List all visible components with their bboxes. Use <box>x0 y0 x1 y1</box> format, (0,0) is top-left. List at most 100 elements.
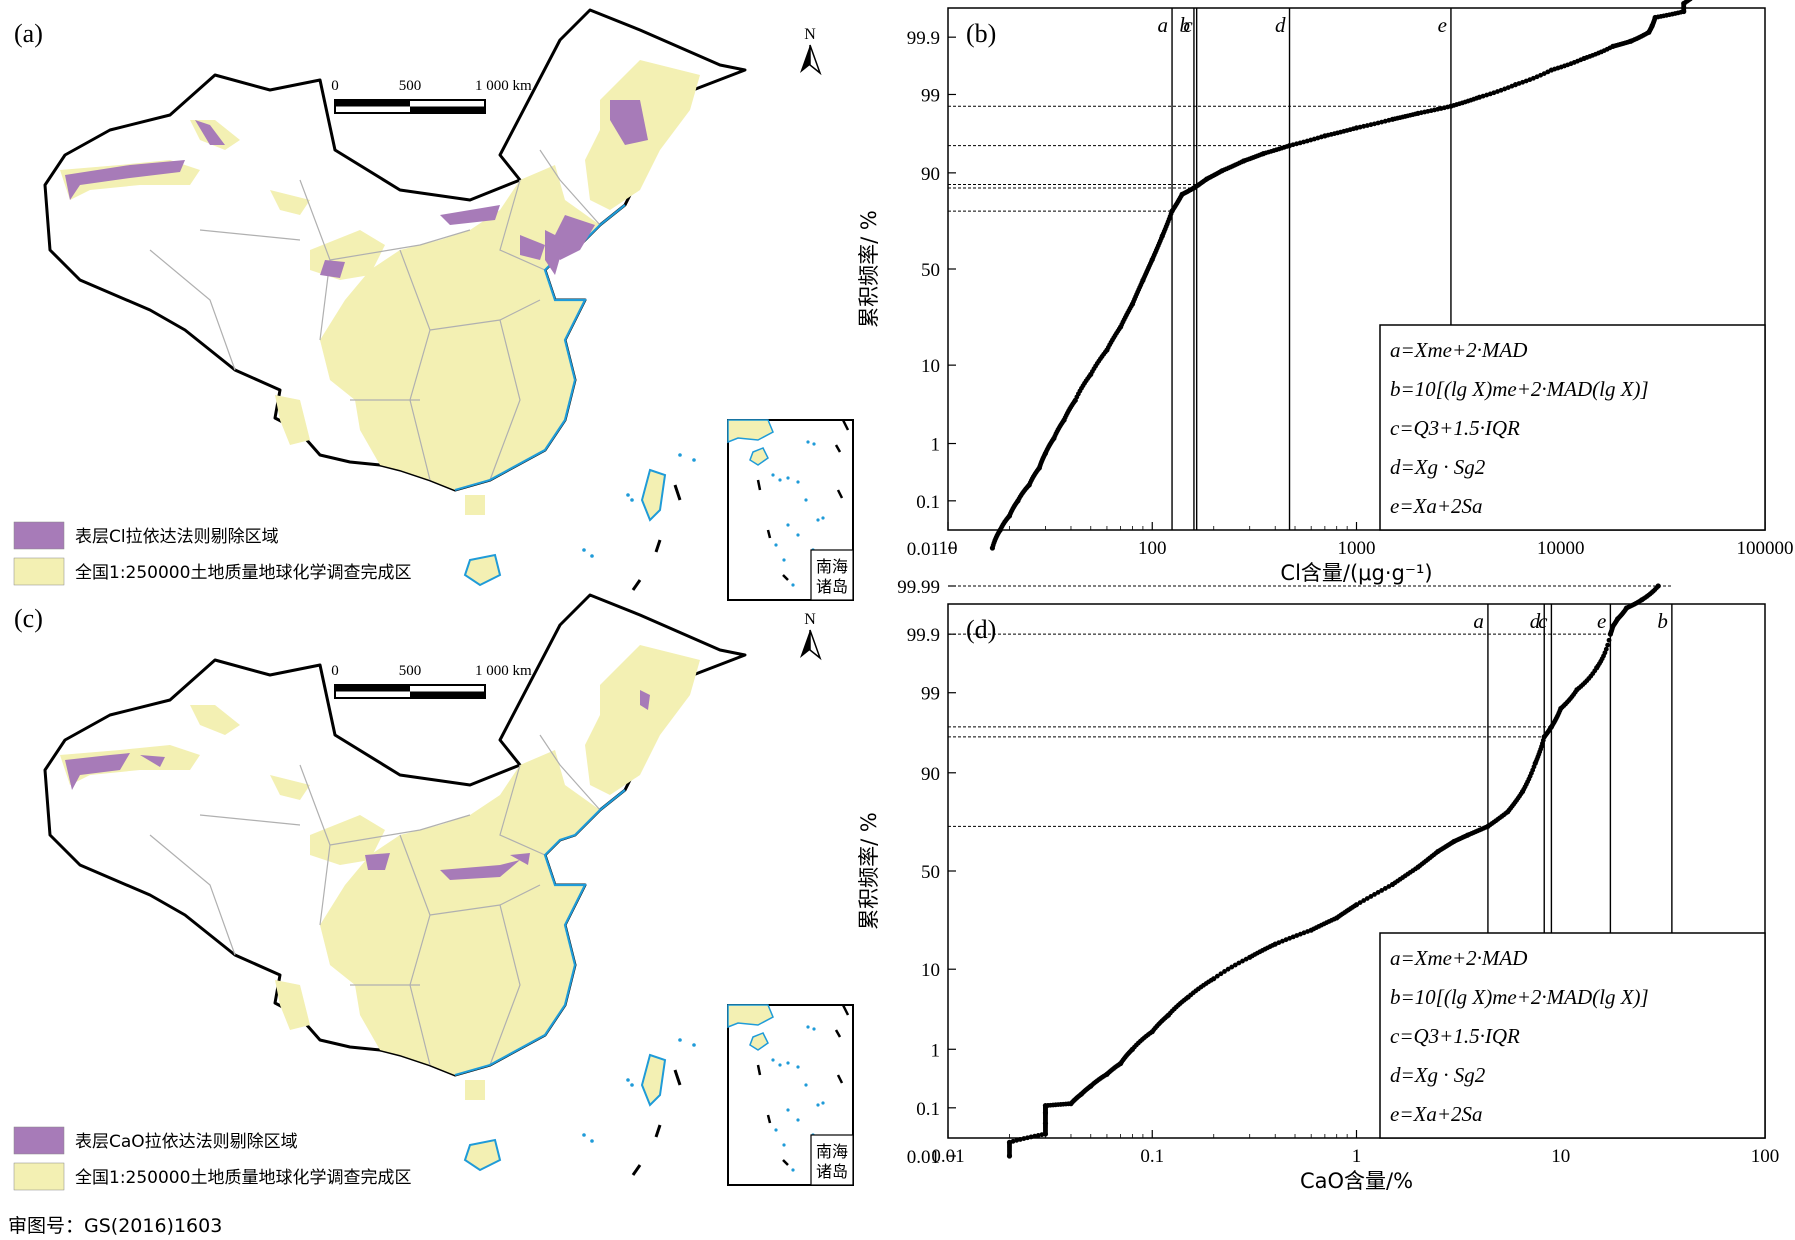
y-tick-label: 99.99 <box>897 577 940 598</box>
scale-bar: 0 500 1 000 km <box>331 78 532 114</box>
data-point <box>1372 121 1377 127</box>
data-point <box>1025 1135 1030 1141</box>
y-tick-label: 50 <box>921 260 940 281</box>
legend-a-item-0: 表层Cl拉依达法则剔除区域 <box>75 527 279 547</box>
data-point <box>1211 976 1217 982</box>
data-point <box>1541 71 1547 77</box>
data-point <box>1225 966 1231 972</box>
data-point <box>1014 1137 1020 1143</box>
y-tick-label: 10 <box>921 960 940 981</box>
x-axis-label: CaO含量/% <box>1300 1169 1413 1193</box>
formula-2: c=Q3+1.5·IQR <box>1390 1024 1520 1048</box>
scale-tick-500: 500 <box>399 663 422 679</box>
formula-3: d=Xg · Sg2 <box>1390 1063 1486 1087</box>
formula-0: a=Xme+2·MAD <box>1390 946 1527 970</box>
y-axis-label: 累积频率/ % <box>857 812 881 930</box>
x-tick-label: 100000 <box>1737 538 1794 559</box>
inset-label-line1: 南海 <box>816 557 848 576</box>
x-axis-label: Cl含量/(μg·g⁻¹) <box>1280 561 1432 585</box>
data-point <box>1655 583 1661 589</box>
formula-3: d=Xg · Sg2 <box>1390 455 1486 479</box>
data-point <box>1017 1137 1023 1142</box>
x-tick-label: 0.1 <box>1140 1146 1164 1167</box>
threshold-label-a: a <box>1473 609 1484 633</box>
y-tick-label: 99.9 <box>907 28 940 49</box>
south-china-sea-inset: 南海 诸岛 <box>726 418 855 602</box>
data-point <box>1283 937 1289 943</box>
data-point <box>1357 900 1363 906</box>
y-tick-label: 99 <box>921 85 940 106</box>
formula-1: b=10[(lg X)me+2·MAD(lg X)] <box>1390 985 1649 1009</box>
data-point <box>1364 123 1370 128</box>
y-tick-label: 1 <box>931 435 941 456</box>
data-point <box>1280 938 1285 944</box>
data-point <box>1502 86 1508 92</box>
map-panel-a: 0 500 1 000 km N (a) 南海 诸岛 表层Cl拉依达法则剔除区域… <box>13 8 855 602</box>
data-point <box>1353 902 1360 908</box>
chart-panel-b: 10 100 1000 10000 1000000.010.111050909999.9… <box>857 0 1794 585</box>
data-point <box>1523 78 1529 84</box>
data-point <box>1687 0 1693 2</box>
x-tick-label: 1 <box>1352 1146 1362 1167</box>
north-label: N <box>804 26 816 43</box>
data-point <box>1021 1136 1027 1141</box>
x-tick-label: 100 <box>1138 538 1167 559</box>
data-point <box>1379 888 1385 893</box>
data-point <box>1382 118 1388 124</box>
formula-box <box>1379 324 1766 531</box>
scale-tick-500: 500 <box>399 78 422 94</box>
y-tick-label: 0.1 <box>916 492 940 513</box>
x-tick-label: 1000 <box>1338 538 1376 559</box>
removal-regions <box>65 100 648 278</box>
map-panel-c: 0 500 1 000 km N (c) 南海 诸岛 表层CaO拉依达法则剔除区… <box>13 593 855 1191</box>
y-tick-label: 0.1 <box>916 1099 940 1120</box>
data-point <box>1232 962 1238 968</box>
north-arrow-icon: N <box>799 611 821 659</box>
data-point <box>1361 123 1367 129</box>
data-point <box>1214 973 1220 979</box>
y-tick-label: 99 <box>921 684 940 705</box>
data-point <box>1229 964 1235 970</box>
legend-c: 表层CaO拉依达法则剔除区域 全国1:250000土地质量地球化学调查完成区 <box>13 1126 411 1191</box>
data-point <box>1606 637 1612 643</box>
y-tick-label: 90 <box>921 764 940 785</box>
data-point <box>1375 120 1381 126</box>
data-point <box>1368 894 1374 899</box>
legend-c-item-1: 全国1:250000土地质量地球化学调查完成区 <box>75 1168 411 1188</box>
data-point <box>1527 77 1533 83</box>
footer-approval-number: 审图号：GS(2016)1603 <box>8 1215 222 1237</box>
south-china-sea-inset: 南海 诸岛 <box>726 1003 855 1187</box>
threshold-label-c: c <box>1183 13 1193 37</box>
panel-label-c: (c) <box>14 604 43 633</box>
y-tick-label: 99.99 <box>897 0 940 2</box>
data-point <box>1364 896 1370 901</box>
y-tick-label: 10 <box>921 356 940 377</box>
scale-tick-1000: 1 000 km <box>475 78 532 94</box>
legend-c-item-0: 表层CaO拉依达法则剔除区域 <box>75 1132 298 1152</box>
data-point <box>1010 1138 1016 1144</box>
data-point <box>1368 122 1374 128</box>
threshold-label-a: a <box>1158 13 1169 37</box>
y-tick-label: 1 <box>931 1040 941 1061</box>
threshold-label-d: d <box>1275 13 1286 37</box>
y-tick-label: 99.9 <box>907 625 940 646</box>
threshold-label-e: e <box>1597 609 1606 633</box>
data-point <box>1361 898 1367 903</box>
legend-a: 表层Cl拉依达法则剔除区域 全国1:250000土地质量地球化学调查完成区 <box>13 521 411 586</box>
scale-tick-0: 0 <box>331 78 339 94</box>
data-point <box>1032 1133 1038 1139</box>
data-point <box>1240 958 1245 964</box>
formula-4: e=Xa+2Sa <box>1390 1102 1483 1126</box>
inset-label-line2: 诸岛 <box>816 1162 848 1181</box>
threshold-label-c: c <box>1538 609 1548 633</box>
data-point <box>1605 642 1611 648</box>
y-axis-label: 累积频率/ % <box>857 210 881 328</box>
formula-0: a=Xme+2·MAD <box>1390 338 1527 362</box>
data-point <box>1534 74 1540 80</box>
scale-bar: 0 500 1 000 km <box>331 663 532 699</box>
x-tick-label: 100 <box>1751 1146 1780 1167</box>
formula-box <box>1379 932 1766 1139</box>
north-arrow-icon: N <box>799 26 821 74</box>
chart-panel-d: 0.01 0.1 1 10 1000.010.111050909999.999.99Ca… <box>857 577 1779 1193</box>
data-point <box>1531 75 1536 81</box>
